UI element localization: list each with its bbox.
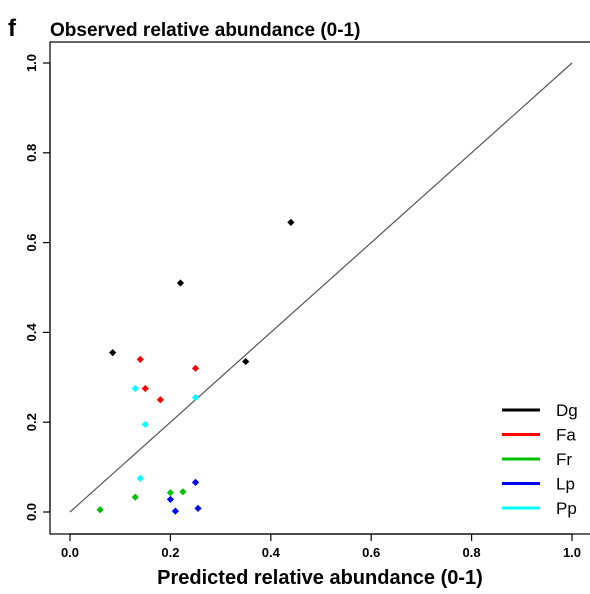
data-point-fa <box>136 355 144 363</box>
data-point-pp <box>191 393 200 402</box>
data-point-fa <box>156 396 164 404</box>
data-point-pp <box>136 474 144 482</box>
data-point-dg <box>242 357 250 366</box>
legend-label-pp: Pp <box>556 499 577 518</box>
x-tick-label: 0.4 <box>262 545 281 560</box>
x-axis: 0.0 0.2 0.4 0.6 0.8 1.0 <box>61 533 581 560</box>
y-tick-label: 0.4 <box>24 323 39 342</box>
data-point-dg <box>287 218 295 226</box>
legend-label-dg: Dg <box>556 401 578 420</box>
legend-label-fa: Fa <box>556 426 576 445</box>
y-tick-label: 0.8 <box>24 144 39 162</box>
data-point-dg <box>176 279 185 287</box>
panel-letter: f <box>8 15 17 42</box>
legend-label-fr: Fr <box>556 450 572 469</box>
y-tick-label: 0.6 <box>24 234 39 252</box>
data-point-fr <box>179 488 187 496</box>
y-tick-label: 1.0 <box>24 54 39 72</box>
data-point-fr <box>131 493 139 501</box>
x-tick-label: 0.0 <box>61 545 79 560</box>
y-axis: 0.0 0.2 0.4 0.6 0.8 1.0 <box>24 54 51 521</box>
y-tick-label: 0.2 <box>24 413 39 431</box>
data-point-pp <box>141 420 149 429</box>
x-tick-label: 0.8 <box>463 545 481 560</box>
data-point-fr <box>166 489 174 497</box>
data-point-pp <box>131 384 139 393</box>
data-point-lp <box>171 507 180 515</box>
identity-reference-line <box>69 62 573 513</box>
legend-label-lp: Lp <box>556 475 575 494</box>
x-tick-label: 0.2 <box>161 545 179 560</box>
data-point-fa <box>191 364 200 372</box>
y-tick-label: 0.0 <box>24 503 39 521</box>
data-point-lp <box>194 504 202 513</box>
data-point-fa <box>141 384 149 393</box>
data-point-lp <box>191 478 200 486</box>
data-points <box>96 218 295 515</box>
data-point-lp <box>166 495 174 504</box>
chart-title: Observed relative abundance (0-1) <box>50 20 360 41</box>
x-tick-label: 1.0 <box>563 545 581 560</box>
data-point-fr <box>96 506 104 514</box>
legend: Dg Fa Fr Lp Pp <box>502 401 578 518</box>
data-point-dg <box>109 349 117 357</box>
x-tick-label: 0.6 <box>362 545 380 560</box>
x-axis-label: Predicted relative abundance (0-1) <box>157 567 483 589</box>
